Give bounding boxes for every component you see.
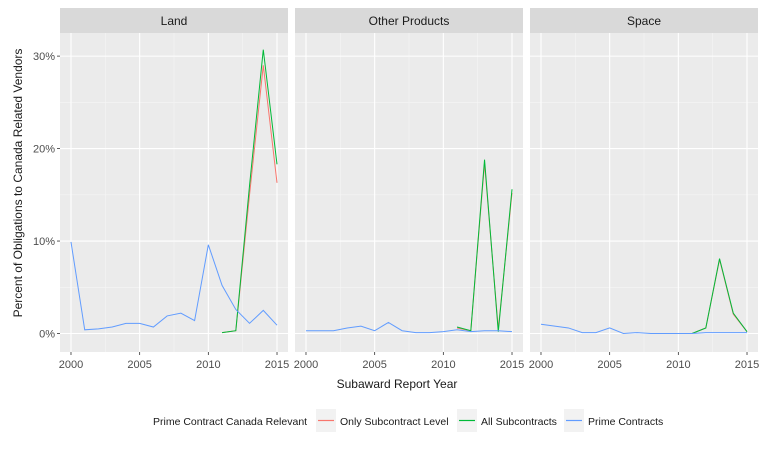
- x-tick-label: 2000: [294, 359, 318, 371]
- facet-title: Land: [161, 14, 188, 28]
- series-line-prime-contracts: [305, 321, 513, 334]
- x-axis-title: Subaward Report Year: [337, 377, 458, 391]
- x-tick-label: 2010: [196, 359, 220, 371]
- facet-strip: [530, 8, 758, 33]
- legend-item-prime-contracts: Prime Contracts: [564, 409, 663, 432]
- x-tick-label: 2015: [265, 359, 289, 371]
- y-axis-title: Percent of Obligations to Canada Related…: [11, 49, 25, 318]
- y-tick-label: 20%: [33, 144, 55, 156]
- legend-entries: Only Subcontract Level All Subcontracts Pr…: [316, 409, 663, 432]
- x-tick-label: 2000: [59, 359, 83, 371]
- x-tick-label: 2005: [597, 359, 621, 371]
- x-tick-label: 2010: [431, 359, 455, 371]
- series-line-all-subcontracts: [222, 49, 278, 334]
- panel-land: Land 2000 2005 2010 2015: [59, 8, 289, 371]
- y-tick-label: 10%: [33, 236, 55, 248]
- y-axis: 0% 10% 20% 30%: [33, 51, 60, 341]
- x-tick-label: 2015: [735, 359, 759, 371]
- legend-label: Prime Contracts: [588, 416, 663, 428]
- facet-title: Other Products: [369, 14, 450, 28]
- facet-strip: [60, 8, 288, 33]
- series-line-prime-contracts: [540, 323, 748, 335]
- panel-other-products: Other Products 2000 2005 2010 2015: [294, 8, 524, 371]
- x-tick-label: 2010: [666, 359, 690, 371]
- legend-label: All Subcontracts: [481, 416, 557, 428]
- y-tick-label: 0%: [39, 329, 55, 341]
- x-tick-label: 2000: [529, 359, 553, 371]
- legend-item-all-subcontracts: All Subcontracts: [457, 409, 557, 432]
- legend-item-only-subcontract-level: Only Subcontract Level: [316, 409, 449, 432]
- panel-space: Space 2000 2005 2010 2015: [529, 8, 759, 371]
- y-tick-label: 30%: [33, 51, 55, 63]
- legend-title: Prime Contract Canada Relevant: [153, 416, 307, 428]
- facet-title: Space: [627, 14, 661, 28]
- legend: Prime Contract Canada Relevant Only Subc…: [153, 409, 663, 432]
- legend-label: Only Subcontract Level: [340, 416, 449, 428]
- series-line-all-subcontracts: [456, 159, 513, 332]
- panels-layer: Land 2000 2005 2010 2015 Other Products 2000 20…: [59, 8, 759, 371]
- series-line-prime-contracts: [70, 241, 278, 331]
- facet-strip: [295, 8, 523, 33]
- x-tick-label: 2005: [362, 359, 386, 371]
- x-tick-label: 2015: [500, 359, 524, 371]
- x-tick-label: 2005: [127, 359, 151, 371]
